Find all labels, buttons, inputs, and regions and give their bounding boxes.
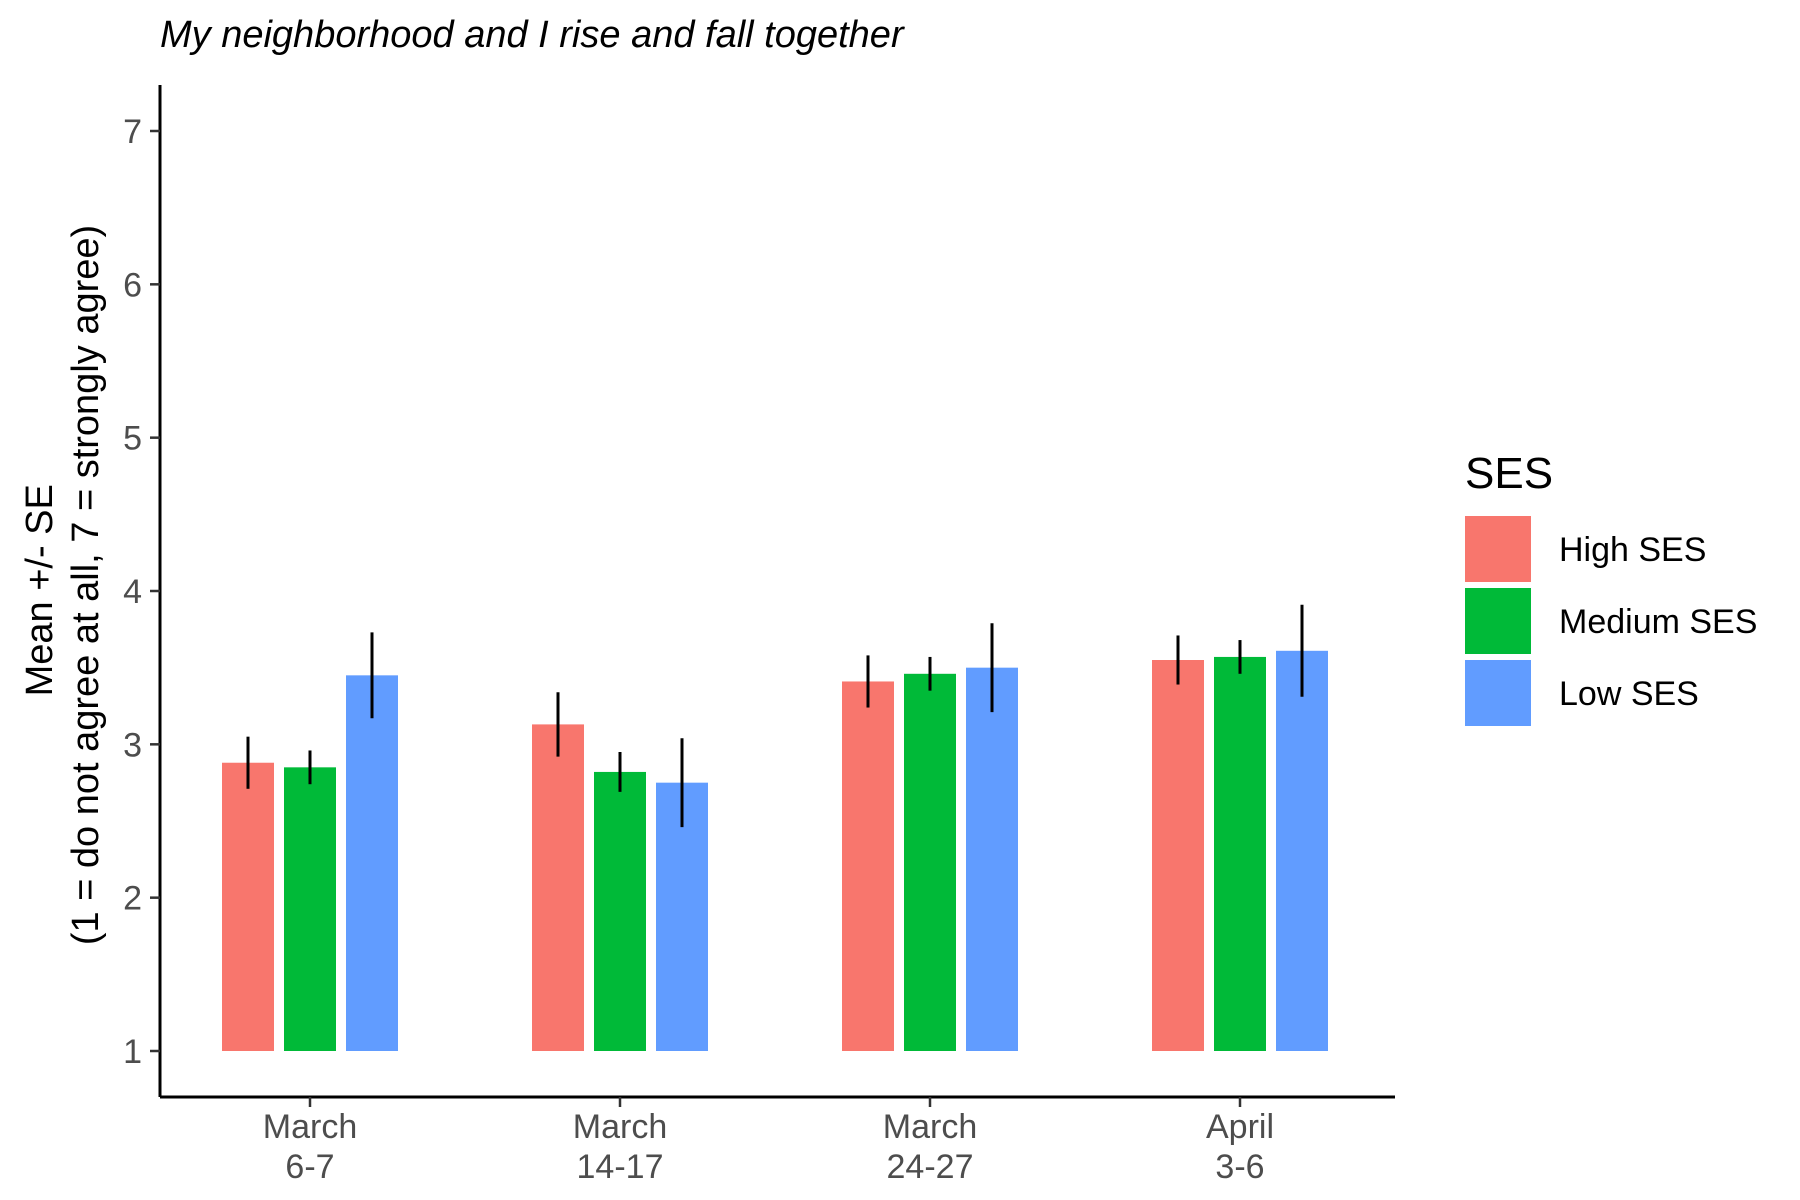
x-tick-label-line: 6-7	[285, 1148, 334, 1186]
legend-label: Medium SES	[1559, 603, 1757, 641]
bar	[904, 673, 956, 1051]
x-tick-label: March 6-7	[263, 1108, 357, 1186]
y-tick-label: 4	[123, 573, 142, 611]
bar	[1276, 650, 1328, 1051]
legend: SES High SES Medium SES Low SES	[1465, 449, 1757, 726]
x-tick-label-line: 3-6	[1215, 1148, 1264, 1186]
x-tick-label-line: April	[1206, 1108, 1274, 1146]
bar	[346, 675, 398, 1051]
y-tick-label: 2	[123, 880, 142, 918]
legend-key	[1465, 588, 1531, 654]
x-tick-label-line: 14-17	[577, 1148, 664, 1186]
bar	[532, 724, 584, 1051]
y-tick-label: 1	[123, 1033, 142, 1071]
legend-title: SES	[1465, 449, 1553, 498]
bar	[656, 782, 708, 1051]
x-tick-label: March 14-17	[573, 1108, 667, 1186]
bars-layer	[222, 650, 1328, 1051]
bar	[1214, 656, 1266, 1051]
bar	[284, 767, 336, 1051]
bar	[222, 762, 274, 1051]
y-axis-title: Mean +/- SE (1 = do not agree at all, 7 …	[19, 225, 107, 945]
bar	[1152, 660, 1204, 1051]
y-tick-label: 7	[123, 113, 142, 151]
x-tick-label-line: 24-27	[887, 1148, 974, 1186]
x-tick-label-line: March	[573, 1108, 667, 1146]
y-tick-label: 6	[123, 266, 142, 304]
y-ticks-layer: 1 2 3 4 5 6 7	[123, 113, 160, 1071]
bar	[966, 667, 1018, 1051]
y-tick-label: 3	[123, 726, 142, 764]
bar	[594, 771, 646, 1051]
axes-layer	[158, 85, 1395, 1099]
bar	[842, 681, 894, 1051]
legend-key	[1465, 660, 1531, 726]
legend-label: High SES	[1559, 531, 1706, 569]
y-tick-label: 5	[123, 420, 142, 458]
legend-key	[1465, 516, 1531, 582]
x-tick-label-line: March	[263, 1108, 357, 1146]
x-tick-label: March 24-27	[883, 1108, 977, 1186]
y-axis-title-line-2: (1 = do not agree at all, 7 = strongly a…	[65, 225, 107, 945]
error-bars-layer	[246, 604, 1304, 828]
x-tick-label-line: March	[883, 1108, 977, 1146]
y-axis-title-line-1: Mean +/- SE	[19, 484, 61, 696]
chart-title: My neighborhood and I rise and fall toge…	[160, 14, 904, 56]
x-tick-label: April 3-6	[1206, 1108, 1274, 1186]
legend-label: Low SES	[1559, 675, 1699, 713]
